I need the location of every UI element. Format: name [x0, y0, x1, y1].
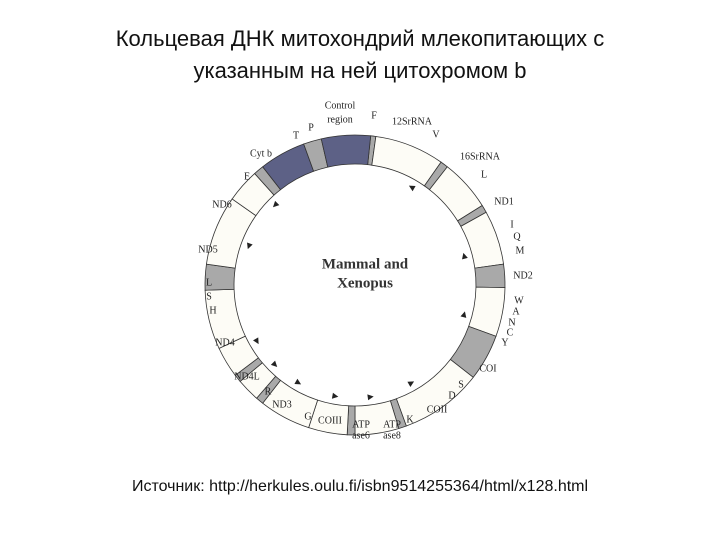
ring-segment — [320, 134, 372, 168]
gene-label: D — [448, 390, 455, 401]
gene-label: L — [481, 169, 487, 180]
gene-label: Y — [501, 337, 508, 348]
gene-label: V — [432, 129, 440, 140]
gene-label: region — [327, 114, 353, 125]
gene-label: COI — [479, 363, 496, 374]
arrowhead — [247, 242, 253, 250]
ring-segment — [474, 263, 506, 289]
arrowhead — [270, 360, 278, 368]
gene-label: I — [510, 219, 513, 230]
arrowhead — [331, 392, 339, 399]
gene-label: COII — [427, 404, 448, 415]
gene-label: A — [512, 306, 520, 317]
gene-label: H — [209, 305, 216, 316]
gene-label: C — [507, 327, 514, 338]
arrowhead — [407, 381, 415, 387]
gene-label: R — [265, 386, 272, 397]
gene-label: ND3 — [272, 399, 291, 410]
gene-label: 16SrRNA — [460, 151, 501, 162]
gene-label: ND6 — [212, 199, 231, 210]
arrowhead — [294, 378, 302, 385]
gene-label: K — [406, 414, 414, 425]
arrowhead — [460, 311, 467, 318]
title-line: указанным на ней цитохромом b — [193, 58, 527, 83]
arrowhead — [272, 200, 280, 208]
gene-label: ND4L — [234, 371, 260, 382]
gene-label: ase8 — [383, 430, 401, 441]
gene-label: S — [206, 291, 212, 302]
arrowhead — [367, 394, 374, 401]
source: Источник: http://herkules.oulu.fi/isbn95… — [131, 478, 589, 495]
gene-label: T — [293, 130, 299, 141]
gene-label: ATP — [383, 419, 401, 430]
arrowhead — [253, 337, 259, 345]
gene-label: ND1 — [494, 196, 513, 207]
gene-label: Q — [513, 231, 521, 242]
gene-label: 12SrRNA — [392, 116, 433, 127]
center-label: Xenopus — [337, 275, 393, 291]
gene-label: G — [304, 411, 311, 422]
gene-label: P — [308, 122, 314, 133]
gene-label: Cyt b — [250, 148, 272, 159]
gene-label: ND4 — [215, 337, 234, 348]
gene-label: W — [514, 295, 524, 306]
gene-label: Control — [325, 100, 356, 111]
gene-label: N — [508, 317, 515, 328]
gene-label: M — [516, 245, 525, 256]
center-label: Mammal and — [322, 256, 409, 272]
gene-label: S — [458, 379, 464, 390]
arrowhead — [462, 252, 468, 260]
gene-label: ATP — [352, 419, 370, 430]
gene-label: COIII — [318, 415, 342, 426]
gene-label: E — [244, 171, 250, 182]
gene-label: ND5 — [198, 244, 217, 255]
gene-label: L — [206, 277, 212, 288]
gene-label: ND2 — [513, 270, 532, 281]
arrowhead — [408, 185, 416, 192]
gene-label: F — [371, 110, 377, 121]
gene-label: ase6 — [352, 430, 370, 441]
title-line: Кольцевая ДНК митохондрий млекопитающих … — [115, 26, 605, 51]
